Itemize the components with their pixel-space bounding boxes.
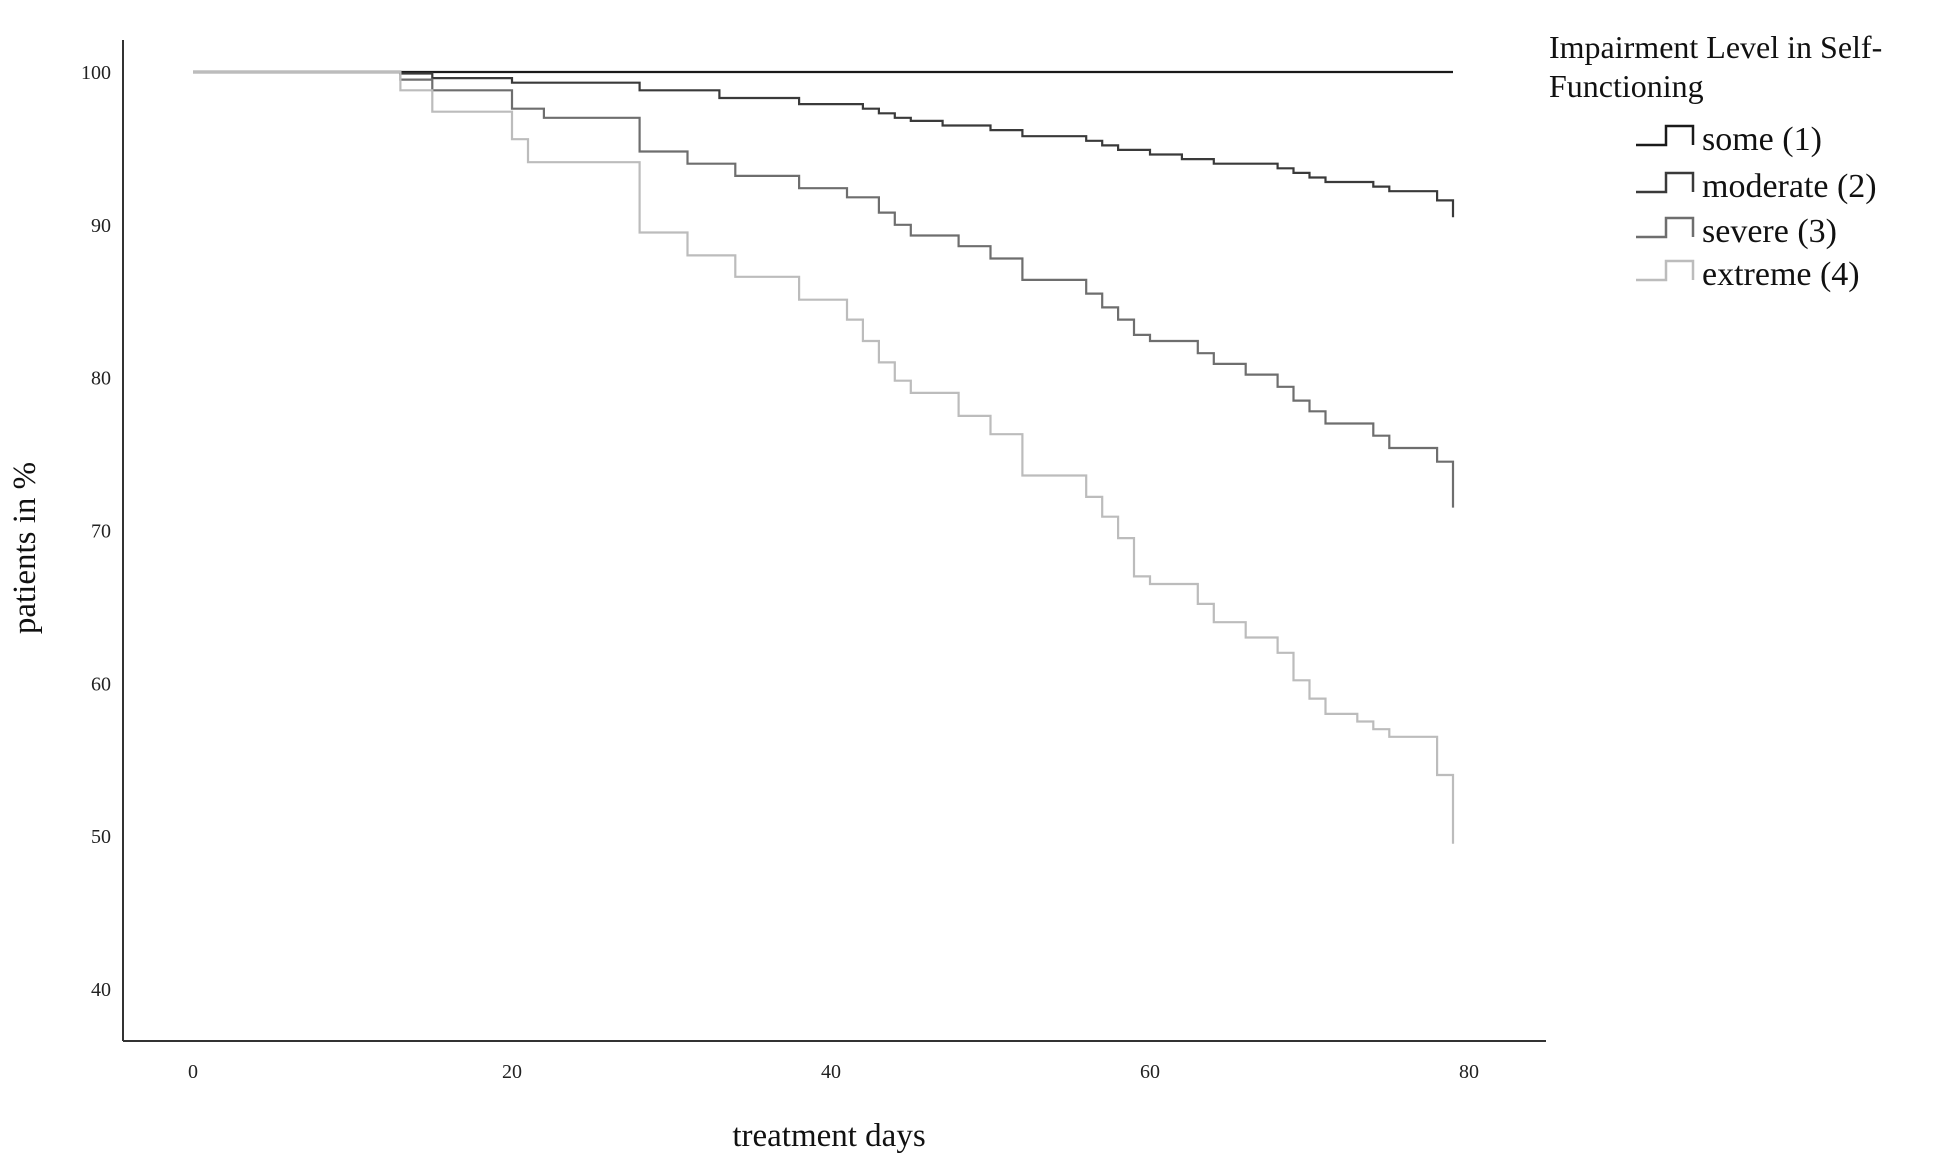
legend-label-severe-3: severe (3) [1702,213,1837,250]
series-line-severe-3 [193,70,1455,508]
legend-swatch-moderate-2 [1636,171,1695,194]
x-axis-title: treatment days [732,1118,925,1154]
legend-swatch-severe-3 [1636,216,1695,239]
y-tick-label-50: 50 [91,826,111,848]
legend-items: some (1) moderate (2) severe (3) extreme (4… [1636,121,1877,293]
x-tick-label-80: 80 [1459,1061,1479,1083]
legend-label-some-1: some (1) [1702,121,1822,158]
x-tick-label-0: 0 [188,1061,198,1083]
y-axis-title: patients in % [7,462,43,634]
legend: Impairment Level in Self- Functioning so… [1549,29,1882,293]
plot-frame [122,40,1546,1042]
x-tick-label-60: 60 [1140,1061,1160,1083]
x-tick-label-40: 40 [821,1061,841,1083]
legend-label-extreme-4: extreme (4) [1702,256,1860,293]
y-tick-label-90: 90 [91,215,111,237]
legend-title-line-2: Functioning [1549,68,1704,104]
y-tick-label-40: 40 [91,979,111,1001]
legend-swatch-some-1 [1636,124,1695,147]
y-tick-label-70: 70 [91,521,111,543]
y-tick-label-60: 60 [91,673,111,695]
legend-title-line-1: Impairment Level in Self- [1549,29,1882,65]
legend-label-moderate-2: moderate (2) [1702,168,1877,205]
y-tick-label-100: 100 [81,62,111,84]
y-tick-label-80: 80 [91,368,111,390]
series-layer [193,70,1455,844]
y-axis-ticks: 40 50 60 70 80 90 100 [81,62,111,1001]
series-line-moderate-2 [193,70,1455,218]
x-axis-ticks: 0 20 40 60 80 [188,1061,1479,1083]
x-tick-label-20: 20 [502,1061,522,1083]
legend-swatch-extreme-4 [1636,259,1695,282]
series-line-extreme-4 [193,70,1455,844]
